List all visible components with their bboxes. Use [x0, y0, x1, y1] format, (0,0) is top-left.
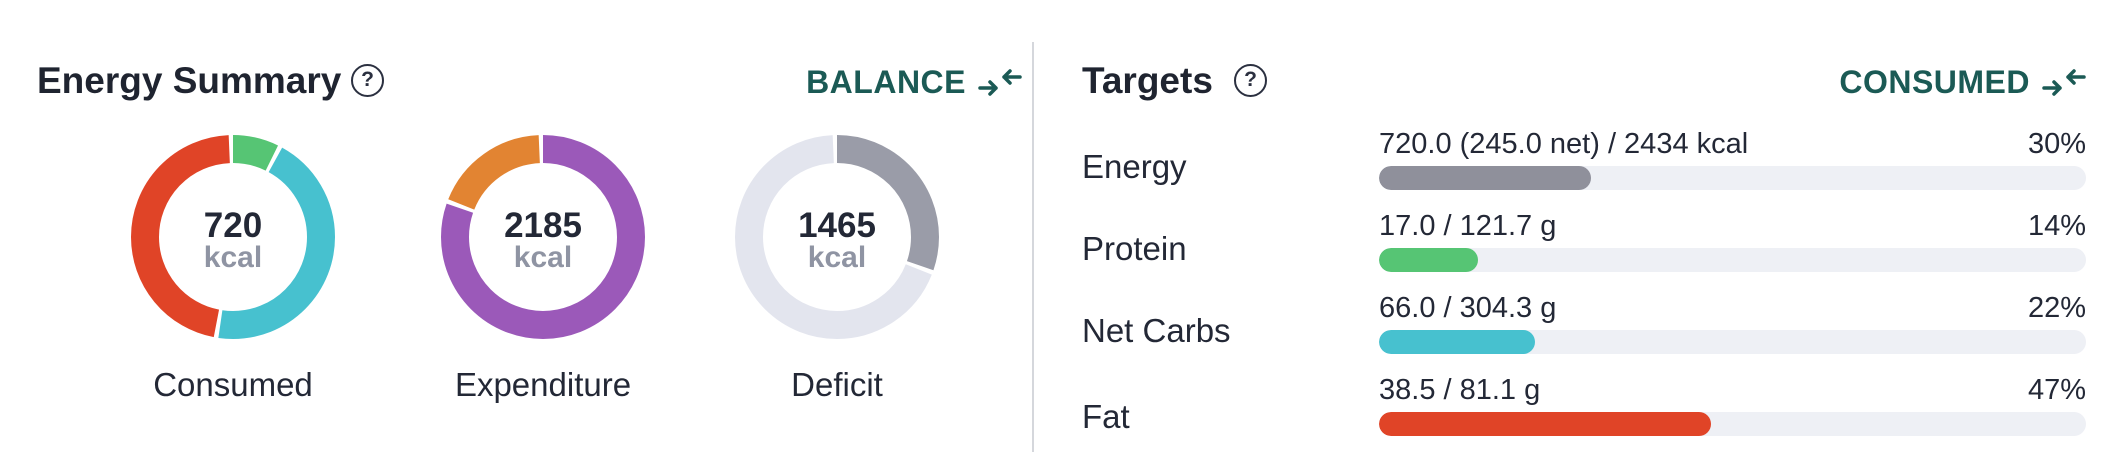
consumed-unit: kcal: [203, 241, 263, 274]
target-progress-fill: [1379, 166, 1592, 190]
consumed-donut[interactable]: 720 kcal Consumed: [130, 134, 336, 403]
target-progress-fill: [1379, 248, 1478, 272]
energy-summary-panel: Energy Summary ? BALANCE 720 kcal Consum…: [0, 0, 1030, 474]
donut-segment-0: [131, 135, 335, 339]
target-name: Fat: [1082, 398, 1130, 435]
target-name: Protein: [1082, 230, 1187, 267]
panel-divider: [1032, 42, 1034, 452]
target-amount: 38.5 / 81.1 g: [1379, 374, 1541, 406]
donut-segment-1: [131, 135, 335, 339]
target-amount: 66.0 / 304.3 g: [1379, 292, 1557, 324]
help-icon[interactable]: ?: [1234, 64, 1267, 97]
expenditure-donut[interactable]: 2185 kcal Expenditure: [440, 134, 646, 403]
target-row-protein[interactable]: Protein 17.0 / 121.7 g 14%: [1034, 210, 2102, 290]
consumed-toggle-label: CONSUMED: [1839, 64, 2030, 100]
collapse-arrows-icon: [978, 68, 1022, 96]
target-row-energy[interactable]: Energy 720.0 (245.0 net) / 2434 kcal 30%: [1034, 128, 2102, 208]
consumed-toggle-button[interactable]: CONSUMED: [1839, 64, 2086, 101]
balance-toggle-label: BALANCE: [806, 64, 966, 100]
help-icon[interactable]: ?: [351, 64, 384, 97]
deficit-value: 1465: [798, 206, 876, 245]
target-progress-track: [1379, 248, 2086, 272]
energy-summary-title: Energy Summary: [37, 60, 342, 101]
targets-panel: Targets ? CONSUMED Energy 720.0 (245.0 n…: [1034, 0, 2102, 474]
deficit-donut-chart: [735, 135, 939, 339]
target-progress-fill: [1379, 412, 1712, 436]
deficit-caption: Deficit: [791, 366, 883, 403]
expenditure-value: 2185: [504, 206, 582, 245]
target-percent: 14%: [2027, 210, 2086, 242]
consumed-value: 720: [203, 206, 263, 245]
target-progress-fill: [1379, 330, 1535, 354]
target-progress-track: [1379, 412, 2086, 436]
consumed-donut-chart: [131, 135, 335, 339]
expenditure-unit: kcal: [513, 241, 573, 274]
target-amount: 720.0 (245.0 net) / 2434 kcal: [1379, 128, 1749, 160]
deficit-unit: kcal: [807, 241, 867, 274]
deficit-donut[interactable]: 1465 kcal Deficit: [734, 134, 940, 403]
target-percent: 30%: [2027, 128, 2086, 160]
donut-segment-2: [131, 135, 335, 339]
target-row-net-carbs[interactable]: Net Carbs 66.0 / 304.3 g 22%: [1034, 292, 2102, 372]
target-progress-track: [1379, 166, 2086, 190]
target-percent: 22%: [2027, 292, 2086, 324]
target-progress-track: [1379, 330, 2086, 354]
expenditure-caption: Expenditure: [454, 366, 632, 403]
consumed-caption: Consumed: [153, 366, 313, 403]
targets-title: Targets: [1082, 60, 1213, 101]
donut-segment-1: [735, 135, 939, 339]
collapse-arrows-icon: [2042, 68, 2086, 96]
target-row-fat[interactable]: Fat 38.5 / 81.1 g 47%: [1034, 374, 2102, 454]
target-name: Energy: [1082, 148, 1187, 185]
donut-segment-0: [735, 135, 939, 339]
balance-toggle-button[interactable]: BALANCE: [806, 64, 1022, 101]
expenditure-donut-chart: [441, 135, 645, 339]
target-name: Net Carbs: [1082, 312, 1231, 349]
target-amount: 17.0 / 121.7 g: [1379, 210, 1557, 242]
target-percent: 47%: [2027, 374, 2086, 406]
donut-segment-0: [441, 135, 645, 339]
